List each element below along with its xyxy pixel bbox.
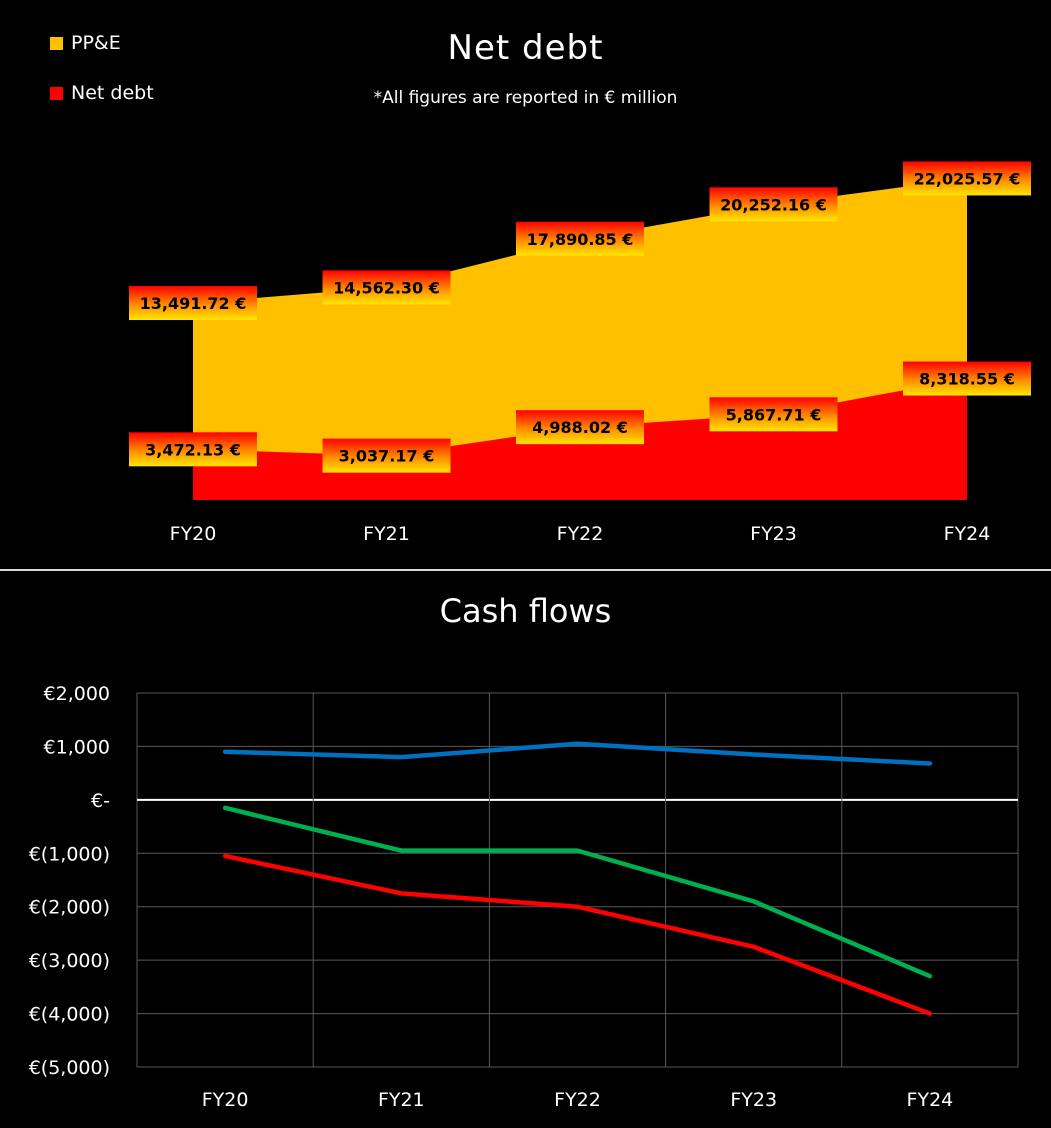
x-tick-top-fy21: FY21 <box>363 523 410 545</box>
legend-item-net-debt: Net debt <box>50 82 154 104</box>
net-debt-subtitle: *All figures are reported in € million <box>373 88 678 108</box>
cash-flows-title: Cash flows <box>439 592 612 630</box>
data-label-ppe-fy22: 17,890.85 € <box>516 221 644 256</box>
data-label-ppe-fy24: 22,025.57 € <box>903 161 1031 196</box>
series-line-3 <box>222 853 933 1016</box>
data-label-ppe-fy23: 20,252.16 € <box>709 187 838 222</box>
x-tick-bottom-fy20: FY20 <box>202 1089 249 1111</box>
legend-label-ppe: PP&E <box>71 32 121 54</box>
net-debt-panel: PP&E Net debt Net debt *All figures are … <box>50 28 1031 545</box>
svg-text:3,472.13 €: 3,472.13 € <box>145 440 241 459</box>
y-tick-label: €(2,000) <box>29 897 110 919</box>
x-tick-top-fy24: FY24 <box>944 523 991 545</box>
y-tick-label: €(5,000) <box>29 1057 110 1079</box>
series-line-2 <box>222 805 933 979</box>
cash-flows-chart: €2,000 €1,000 €- €(1,000) €(2,000) €(3,000) €(… <box>29 683 1019 1111</box>
svg-text:13,491.72 €: 13,491.72 € <box>140 294 247 313</box>
data-label-net-debt-fy23: 5,867.71 € <box>709 397 838 432</box>
legend-swatch-ppe <box>50 36 63 50</box>
y-tick-label: €(3,000) <box>29 950 110 972</box>
plot-area <box>136 692 1019 1068</box>
y-tick-label: €2,000 <box>44 683 110 705</box>
data-label-net-debt-fy20: 3,472.13 € <box>129 432 257 467</box>
x-tick-top-fy20: FY20 <box>170 523 217 545</box>
y-tick-label: €(4,000) <box>29 1004 110 1026</box>
y-tick-label: €1,000 <box>44 736 110 758</box>
x-tick-top-fy22: FY22 <box>557 523 604 545</box>
legend-item-ppe: PP&E <box>50 32 121 54</box>
svg-text:22,025.57 €: 22,025.57 € <box>914 169 1021 188</box>
svg-text:3,037.17 €: 3,037.17 € <box>339 447 435 466</box>
x-tick-top-fy23: FY23 <box>750 523 797 545</box>
svg-text:5,867.71 €: 5,867.71 € <box>726 405 822 424</box>
panel-divider <box>0 569 1051 571</box>
data-label-ppe-fy21: 14,562.30 € <box>322 270 451 305</box>
net-debt-title: Net debt <box>447 28 604 68</box>
legend-label-net-debt: Net debt <box>71 82 154 104</box>
data-label-net-debt-fy22: 4,988.02 € <box>516 410 644 445</box>
x-tick-bottom-fy23: FY23 <box>730 1089 777 1111</box>
svg-text:4,988.02 €: 4,988.02 € <box>532 418 628 437</box>
x-tick-bottom-fy21: FY21 <box>378 1089 425 1111</box>
x-tick-bottom-fy24: FY24 <box>907 1089 954 1111</box>
data-label-net-debt-fy21: 3,037.17 € <box>322 438 451 473</box>
net-debt-chart: 13,491.72 € 14,562.30 € 17,890.85 € 20,252.… <box>129 161 1031 545</box>
svg-text:20,252.16 €: 20,252.16 € <box>720 195 827 214</box>
cash-flows-panel: Cash flows €2,000 €1,000 €- €(1,000) €(2,000… <box>0 572 1051 1128</box>
data-label-net-debt-fy24: 8,318.55 € <box>903 361 1031 396</box>
svg-text:14,562.30 €: 14,562.30 € <box>333 278 440 297</box>
svg-text:17,890.85 €: 17,890.85 € <box>527 230 634 249</box>
y-tick-label: €- <box>91 790 110 812</box>
svg-text:8,318.55 €: 8,318.55 € <box>919 370 1015 389</box>
series-line-1 <box>222 741 933 766</box>
legend-swatch-net-debt <box>50 86 63 100</box>
data-label-ppe-fy20: 13,491.72 € <box>129 286 257 321</box>
x-tick-bottom-fy22: FY22 <box>554 1089 601 1111</box>
y-tick-label: €(1,000) <box>29 843 110 865</box>
